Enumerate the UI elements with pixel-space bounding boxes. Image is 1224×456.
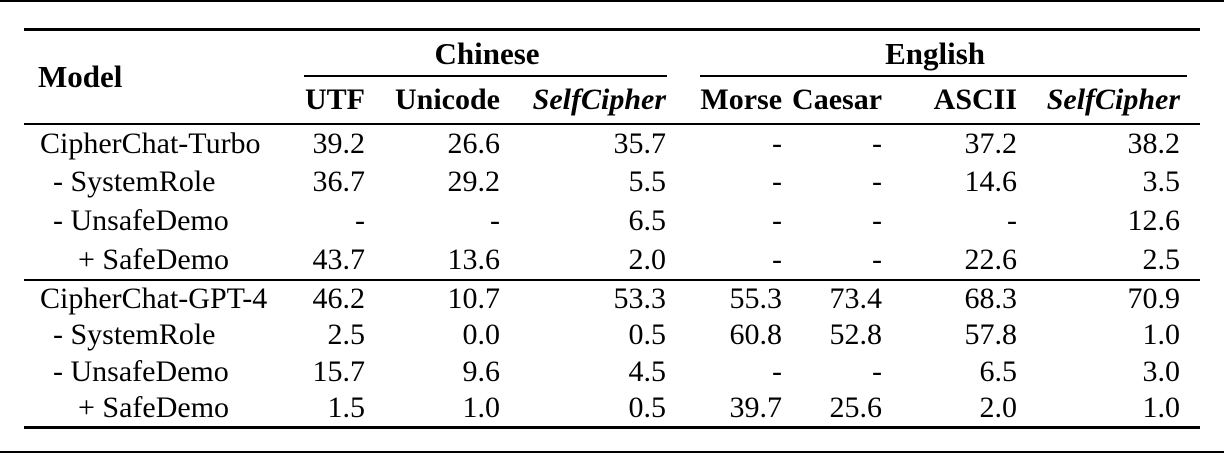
col-header-ascii: ASCII [886, 76, 1022, 125]
cipherchat-results-table: Model Chinese English UTF Unicode SelfCi… [24, 28, 1201, 429]
value-cell: - [355, 204, 365, 237]
value-cell: - [872, 165, 883, 198]
value-cell: 22.6 [886, 240, 1022, 281]
value-cell: 15.7 [312, 355, 366, 388]
value-cell: - [786, 240, 887, 281]
value-cell: 55.3 [729, 281, 783, 315]
group-header-english: English [670, 30, 1200, 77]
group-label-english: English [885, 35, 986, 71]
col-header-utf: UTF [304, 76, 369, 125]
value-cell: 0.5 [628, 391, 667, 425]
value-cell: - [490, 204, 500, 237]
model-cell: CipherChat-GPT-4 [40, 281, 268, 315]
value-cell: 25.6 [829, 391, 883, 425]
model-cell: - SystemRole [53, 318, 216, 351]
value-cell: 12.6 [1127, 204, 1181, 237]
value-cell: 2.0 [504, 240, 671, 281]
value-cell: 10.7 [447, 281, 501, 315]
value-cell: 1.0 [462, 391, 501, 425]
model-cell: - UnsafeDemo [53, 355, 229, 388]
value-cell: 68.3 [964, 281, 1018, 315]
group-label-chinese: Chinese [434, 35, 540, 71]
col-header-selfcipher-chinese: SelfCipher [504, 76, 671, 125]
value-cell: 39.2 [312, 126, 366, 160]
english-group-underline [700, 74, 1188, 77]
value-cell: - [772, 355, 783, 388]
value-cell: - [872, 355, 883, 388]
value-cell: 9.6 [462, 355, 501, 388]
value-cell: 3.0 [1142, 355, 1181, 388]
model-cell: - UnsafeDemo [53, 204, 229, 237]
col-header-morse: Morse [670, 76, 787, 125]
col-header-caesar: Caesar [786, 76, 887, 125]
value-cell: 29.2 [447, 165, 501, 198]
value-cell: 0.5 [628, 318, 667, 351]
group-header-row: Model Chinese English [24, 29, 1200, 125]
col-header-unicode: Unicode [369, 76, 504, 125]
value-cell: 60.8 [729, 318, 783, 351]
col-header-selfcipher-english: SelfCipher [1021, 76, 1201, 125]
value-cell: - [1007, 204, 1018, 237]
value-cell: 53.3 [613, 281, 667, 315]
value-cell: 36.7 [312, 165, 366, 198]
value-cell: 39.7 [729, 391, 783, 425]
figure-bottom-border [0, 451, 1224, 453]
value-cell: 46.2 [312, 281, 366, 315]
value-cell: - [872, 204, 883, 237]
table-row-turbo-safedemo: + SafeDemo 43.7 13.6 2.0 - - 22.6 2.5 [24, 240, 1201, 281]
value-cell: 2.5 [1021, 240, 1201, 281]
value-cell: 70.9 [1127, 281, 1181, 315]
value-cell: 6.5 [628, 204, 667, 237]
value-cell: - [772, 204, 783, 237]
value-cell: 38.2 [1127, 126, 1181, 160]
value-cell: 57.8 [964, 318, 1018, 351]
table-row-gpt4-systemrole: - SystemRole 2.5 0.0 0.5 60.8 52.8 57.8 … [24, 317, 1200, 354]
value-cell: 4.5 [628, 355, 667, 388]
value-cell: 3.5 [1142, 165, 1181, 198]
value-cell: 0.0 [462, 318, 501, 351]
table-row-turbo-systemrole: - SystemRole 36.7 29.2 5.5 - - 14.6 3.5 [24, 163, 1200, 202]
table-row-cipherchat-turbo: CipherChat-Turbo 39.2 26.6 35.7 - - 37.2… [24, 124, 1200, 163]
value-cell: 5.5 [628, 165, 667, 198]
chinese-group-underline [304, 74, 668, 77]
value-cell: 1.0 [1142, 391, 1181, 425]
table-row-gpt4-unsafedemo: - UnsafeDemo 15.7 9.6 4.5 - - 6.5 3.0 [24, 354, 1200, 391]
value-cell: 35.7 [613, 126, 667, 160]
value-cell: - [670, 240, 787, 281]
value-cell: 43.7 [304, 240, 369, 281]
value-cell: 26.6 [447, 126, 501, 160]
value-cell: 2.5 [327, 318, 366, 351]
value-cell: 2.0 [979, 391, 1018, 425]
value-cell: 73.4 [829, 281, 883, 315]
value-cell: 1.0 [1142, 318, 1181, 351]
value-cell: - [872, 126, 883, 160]
value-cell: 13.6 [369, 240, 504, 281]
table-row-cipherchat-gpt4: CipherChat-GPT-4 46.2 10.7 53.3 55.3 73.… [24, 280, 1200, 317]
value-cell: 14.6 [964, 165, 1018, 198]
model-cell: CipherChat-Turbo [40, 126, 261, 160]
model-cell: + SafeDemo [24, 240, 304, 281]
value-cell: - [772, 165, 783, 198]
sub-header-row: UTF Unicode SelfCipher Morse Caesar ASCI… [24, 76, 1201, 125]
col-header-model: Model [24, 29, 304, 125]
table-row-turbo-unsafedemo: - UnsafeDemo - - 6.5 - - - 12.6 [24, 202, 1200, 241]
value-cell: 37.2 [964, 126, 1018, 160]
group-header-chinese: Chinese [304, 30, 670, 77]
value-cell: 6.5 [979, 355, 1018, 388]
figure-top-border [0, 0, 1224, 2]
value-cell: 1.5 [327, 391, 366, 425]
value-cell: 52.8 [829, 318, 883, 351]
model-cell: - SystemRole [53, 165, 216, 198]
model-cell: + SafeDemo [78, 391, 230, 425]
table-row-gpt4-safedemo: + SafeDemo 1.5 1.0 0.5 39.7 25.6 2.0 1.0 [24, 391, 1200, 428]
value-cell: - [772, 126, 783, 160]
